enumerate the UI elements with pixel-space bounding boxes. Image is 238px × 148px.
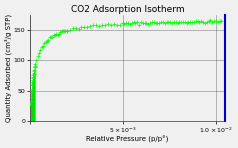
Title: CO2 Adsorption Isotherm: CO2 Adsorption Isotherm — [70, 5, 184, 14]
Y-axis label: Quantity Adsorbed (cm³/g STP): Quantity Adsorbed (cm³/g STP) — [5, 14, 12, 122]
X-axis label: Relative Pressure (p/p°): Relative Pressure (p/p°) — [86, 136, 169, 143]
